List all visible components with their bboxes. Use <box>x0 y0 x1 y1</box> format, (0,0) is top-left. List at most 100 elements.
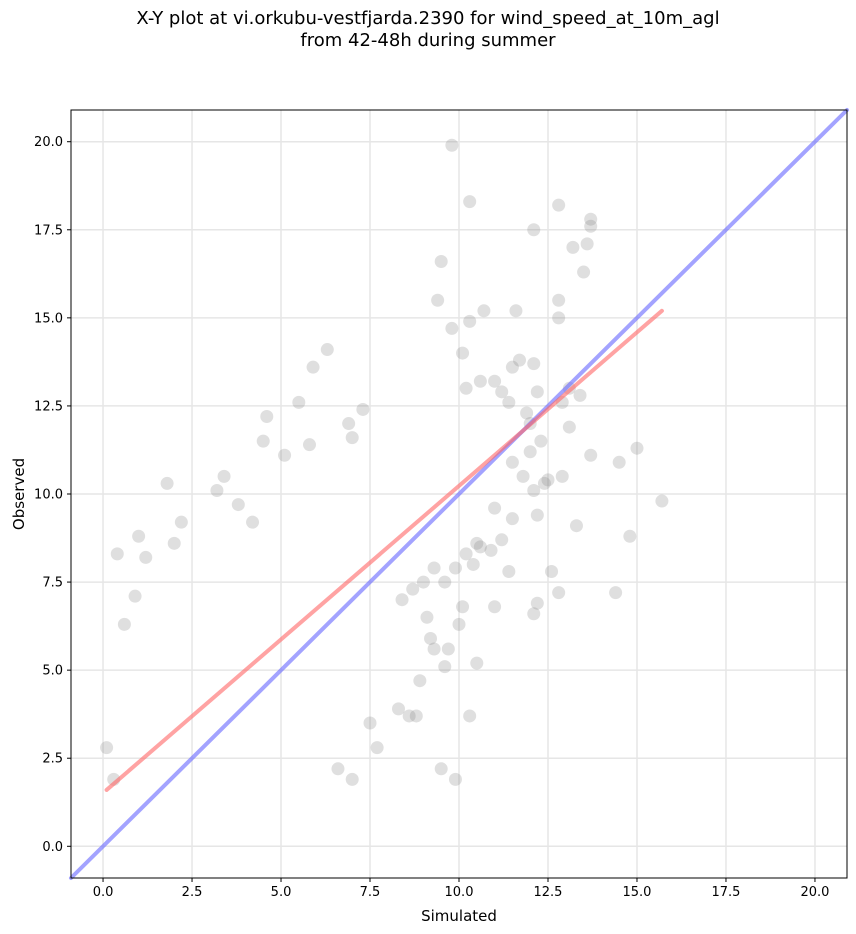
data-point <box>562 420 576 434</box>
x-axis-label: Simulated <box>421 907 497 925</box>
data-point <box>132 529 146 543</box>
data-point <box>402 709 416 723</box>
data-point <box>552 198 566 212</box>
data-point <box>534 434 548 448</box>
data-point <box>495 385 509 399</box>
data-point <box>117 617 131 631</box>
data-point <box>174 515 188 529</box>
data-point <box>448 561 462 575</box>
data-point <box>342 417 356 431</box>
data-point <box>391 702 405 716</box>
data-point <box>217 469 231 483</box>
data-points <box>100 138 669 786</box>
data-point <box>456 600 470 614</box>
regression-line <box>104 308 664 792</box>
identity-line <box>69 108 849 880</box>
data-point <box>470 656 484 670</box>
data-point <box>527 483 541 497</box>
data-point <box>612 455 626 469</box>
x-tick-label: 2.5 <box>182 885 203 900</box>
data-point <box>555 469 569 483</box>
data-point <box>630 441 644 455</box>
data-point <box>434 254 448 268</box>
x-tick-label: 7.5 <box>360 885 381 900</box>
data-point <box>545 565 559 579</box>
data-point <box>527 607 541 621</box>
data-point <box>530 385 544 399</box>
data-point <box>427 561 441 575</box>
data-point <box>513 353 527 367</box>
data-point <box>445 138 459 152</box>
data-point <box>473 374 487 388</box>
data-point <box>445 321 459 335</box>
grid <box>71 110 847 878</box>
data-point <box>292 395 306 409</box>
x-axis-ticks: 0.0 2.5 5.0 7.5 10.0 12.5 15.0 17.5 20.0 <box>93 878 829 900</box>
data-point <box>505 360 519 374</box>
chart-title-line-1: X-Y plot at vi.orkubu-vestfjarda.2390 fo… <box>136 8 720 29</box>
chart-title-line-2: from 42-48h during summer <box>300 30 556 51</box>
data-point <box>470 536 484 550</box>
data-point <box>110 547 124 561</box>
data-point <box>541 473 555 487</box>
x-tick-label: 12.5 <box>534 885 563 900</box>
data-point <box>488 600 502 614</box>
y-tick-label: 10.0 <box>34 488 63 503</box>
data-point <box>580 237 594 251</box>
y-axis-ticks: 0.0 2.5 5.0 7.5 10.0 12.5 15.0 17.5 20.0 <box>34 135 71 855</box>
data-point <box>509 304 523 318</box>
data-point <box>370 741 384 755</box>
data-point <box>441 642 455 656</box>
data-point <box>459 547 473 561</box>
data-point <box>431 293 445 307</box>
data-point <box>584 212 598 226</box>
data-point <box>495 533 509 547</box>
data-point <box>331 762 345 776</box>
data-point <box>566 240 580 254</box>
data-point <box>584 219 598 233</box>
data-point <box>100 741 114 755</box>
data-point <box>302 438 316 452</box>
data-point <box>505 512 519 526</box>
y-tick-label: 17.5 <box>34 223 63 238</box>
data-point <box>160 476 174 490</box>
data-point <box>488 374 502 388</box>
y-tick-label: 0.0 <box>42 840 63 855</box>
data-point <box>463 314 477 328</box>
data-point <box>523 445 537 459</box>
data-point <box>413 674 427 688</box>
data-point <box>552 311 566 325</box>
x-tick-label: 0.0 <box>93 885 114 900</box>
data-point <box>438 660 452 674</box>
y-tick-label: 12.5 <box>34 399 63 414</box>
data-point <box>356 402 370 416</box>
data-point <box>516 469 530 483</box>
data-point <box>505 455 519 469</box>
x-tick-label: 20.0 <box>800 885 829 900</box>
data-point <box>609 586 623 600</box>
data-point <box>577 265 591 279</box>
data-point <box>363 716 377 730</box>
data-point <box>278 448 292 462</box>
y-tick-label: 5.0 <box>42 664 63 679</box>
data-point <box>484 543 498 557</box>
x-tick-label: 15.0 <box>623 885 652 900</box>
data-point <box>552 293 566 307</box>
data-point <box>438 575 452 589</box>
data-point <box>463 709 477 723</box>
x-tick-label: 10.0 <box>445 885 474 900</box>
data-point <box>569 519 583 533</box>
data-point <box>345 431 359 445</box>
y-tick-label: 20.0 <box>34 135 63 150</box>
x-tick-label: 17.5 <box>711 885 740 900</box>
data-point <box>320 343 334 357</box>
data-point <box>502 565 516 579</box>
x-tick-label: 5.0 <box>271 885 292 900</box>
data-point <box>552 586 566 600</box>
data-point <box>520 406 534 420</box>
y-tick-label: 15.0 <box>34 311 63 326</box>
data-point <box>463 195 477 209</box>
y-axis-label: Observed <box>10 458 28 530</box>
data-point <box>256 434 270 448</box>
